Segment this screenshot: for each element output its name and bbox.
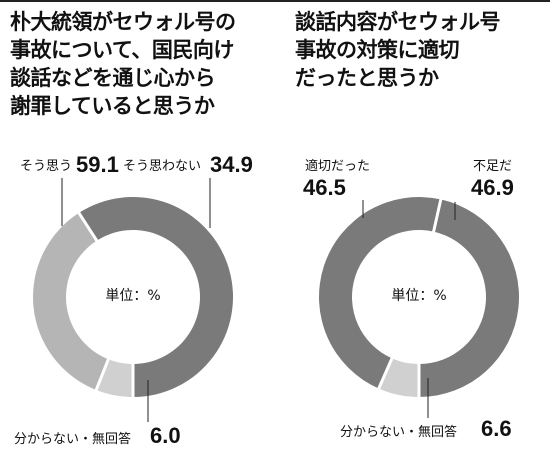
- slice-value-adequate: 46.5: [303, 175, 346, 200]
- donut-chart-right: 適切だった 46.5 不足だ 46.9 分からない・無回答 6.6 単位：%: [303, 158, 520, 441]
- slice-label-insufficient: 不足だ: [473, 159, 512, 174]
- title-line: 謝罪していると思うか: [10, 94, 215, 118]
- slice-value-unknown: 6.6: [481, 416, 512, 441]
- slice-label-unknown: 分からない・無回答: [340, 424, 457, 440]
- slice-label-adequate: 適切だった: [305, 158, 370, 174]
- slice-value-disagree: 34.9: [210, 152, 253, 177]
- slice-agree: [78, 196, 233, 397]
- unit-label: 単位：%: [391, 288, 446, 304]
- slice-separator: [431, 198, 443, 233]
- slice-insufficient: [319, 197, 441, 389]
- top-rule: [0, 0, 550, 2]
- title-line: 朴大統領がセウォル号の: [10, 10, 236, 34]
- unit-label: 単位：%: [105, 288, 160, 304]
- donut-slices: [32, 196, 233, 398]
- slice-label-disagree: そう思わない: [123, 159, 201, 174]
- slice-adequate: [419, 199, 520, 397]
- slice-value-agree: 59.1: [76, 152, 119, 177]
- slice-separator: [376, 356, 394, 391]
- title-line: 談話内容がセウォル号: [295, 10, 501, 34]
- chart-panel-right: 談話内容がセウォル号 事故の対策に適切 だったと思うか 適切だった 46.5 不…: [275, 0, 550, 450]
- slice-label-unknown: 分からない・無回答: [14, 431, 131, 447]
- slice-disagree: [32, 212, 109, 390]
- title-line: だったと思うか: [295, 66, 439, 90]
- donut-slices: [319, 197, 520, 398]
- slice-separator: [94, 357, 111, 392]
- slice-value-unknown: 6.0: [150, 423, 181, 448]
- slice-separator: [77, 211, 99, 243]
- slice-label-agree: そう思う: [20, 159, 72, 174]
- donut-chart-left: そう思う 59.1 そう思わない 34.9 分からない・無回答 6.0 単位：%: [14, 152, 253, 448]
- title-line: 事故の対策に適切: [295, 38, 460, 62]
- title-line: 談話などを通じ心から: [10, 66, 216, 90]
- title-line: 事故について、国民向け: [10, 38, 234, 62]
- slice-value-insufficient: 46.9: [471, 175, 514, 200]
- chart-title-left: 朴大統領がセウォル号の 事故について、国民向け 談話などを通じ心から 謝罪してい…: [10, 8, 272, 120]
- chart-panel-left: 朴大統領がセウォル号の 事故について、国民向け 談話などを通じ心から 謝罪してい…: [10, 8, 272, 448]
- chart-title-right: 談話内容がセウォル号 事故の対策に適切 だったと思うか: [295, 8, 550, 92]
